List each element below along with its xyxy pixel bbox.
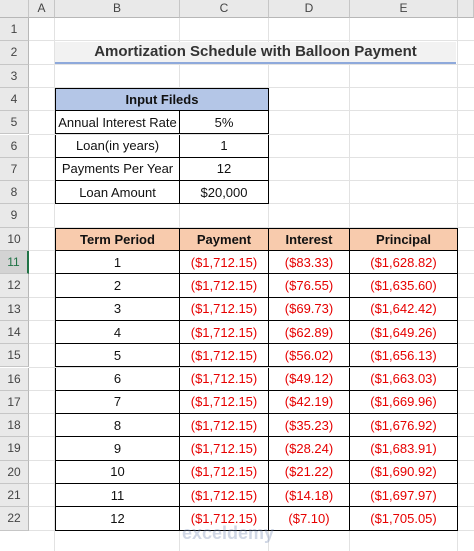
- row-header-5[interactable]: 5: [0, 111, 29, 135]
- payment-cell[interactable]: ($1,712.15): [180, 437, 269, 461]
- gridline-horizontal: [29, 226, 474, 228]
- row-header-11[interactable]: 11: [0, 251, 29, 275]
- gridline-vertical: [54, 18, 55, 551]
- principal-cell[interactable]: ($1,697.97): [350, 484, 458, 508]
- input-value[interactable]: 5%: [180, 111, 269, 135]
- term-period-cell[interactable]: 6: [55, 367, 180, 391]
- row-header-19[interactable]: 19: [0, 437, 29, 461]
- row-header-9[interactable]: 9: [0, 204, 29, 228]
- select-all-corner[interactable]: [0, 0, 29, 18]
- row-header-3[interactable]: 3: [0, 64, 29, 88]
- payment-cell[interactable]: ($1,712.15): [180, 251, 269, 275]
- column-header-d[interactable]: D: [269, 0, 350, 18]
- payment-cell[interactable]: ($1,712.15): [180, 367, 269, 391]
- row-header-1[interactable]: 1: [0, 18, 29, 42]
- gridline-horizontal: [29, 63, 474, 65]
- input-value[interactable]: 12: [180, 157, 269, 182]
- interest-cell[interactable]: ($28.24): [269, 437, 350, 461]
- row-header-18[interactable]: 18: [0, 414, 29, 438]
- payment-cell[interactable]: ($1,712.15): [180, 320, 269, 345]
- row-header-6[interactable]: 6: [0, 134, 29, 158]
- principal-cell[interactable]: ($1,635.60): [350, 274, 458, 298]
- interest-cell[interactable]: ($76.55): [269, 274, 350, 298]
- row-header-17[interactable]: 17: [0, 390, 29, 415]
- principal-cell[interactable]: ($1,669.96): [350, 390, 458, 415]
- schedule-header-term-period[interactable]: Term Period: [55, 227, 180, 251]
- interest-cell[interactable]: ($56.02): [269, 344, 350, 368]
- gridline-horizontal: [29, 86, 474, 88]
- principal-cell[interactable]: ($1,649.26): [350, 320, 458, 345]
- payment-cell[interactable]: ($1,712.15): [180, 344, 269, 368]
- interest-cell[interactable]: ($49.12): [269, 367, 350, 391]
- interest-cell[interactable]: ($21.22): [269, 460, 350, 484]
- interest-cell[interactable]: ($62.89): [269, 320, 350, 345]
- row-header-13[interactable]: 13: [0, 297, 29, 321]
- row-header-21[interactable]: 21: [0, 484, 29, 508]
- row-header-14[interactable]: 14: [0, 320, 29, 345]
- principal-cell[interactable]: ($1,628.82): [350, 251, 458, 275]
- principal-cell[interactable]: ($1,663.03): [350, 367, 458, 391]
- payment-cell[interactable]: ($1,712.15): [180, 507, 269, 531]
- input-value[interactable]: $20,000: [180, 181, 269, 205]
- interest-cell[interactable]: ($69.73): [269, 297, 350, 321]
- term-period-cell[interactable]: 3: [55, 297, 180, 321]
- term-period-cell[interactable]: 10: [55, 460, 180, 484]
- payment-cell[interactable]: ($1,712.15): [180, 484, 269, 508]
- input-label[interactable]: Loan Amount: [55, 181, 180, 205]
- payment-cell[interactable]: ($1,712.15): [180, 414, 269, 438]
- principal-cell[interactable]: ($1,690.92): [350, 460, 458, 484]
- term-period-cell[interactable]: 1: [55, 251, 180, 275]
- interest-cell[interactable]: ($14.18): [269, 484, 350, 508]
- column-header-b[interactable]: B: [55, 0, 180, 18]
- term-period-cell[interactable]: 2: [55, 274, 180, 298]
- column-header-e[interactable]: E: [350, 0, 458, 18]
- interest-cell[interactable]: ($42.19): [269, 390, 350, 415]
- row-header-12[interactable]: 12: [0, 274, 29, 298]
- term-period-cell[interactable]: 12: [55, 507, 180, 531]
- payment-cell[interactable]: ($1,712.15): [180, 297, 269, 321]
- principal-cell[interactable]: ($1,683.91): [350, 437, 458, 461]
- input-table-header[interactable]: Input Fileds: [55, 87, 269, 112]
- term-period-cell[interactable]: 5: [55, 344, 180, 368]
- interest-cell[interactable]: ($7.10): [269, 507, 350, 531]
- row-header-2[interactable]: 2: [0, 41, 29, 65]
- row-header-16[interactable]: 16: [0, 367, 29, 391]
- row-header-20[interactable]: 20: [0, 460, 29, 484]
- row-header-22[interactable]: 22: [0, 507, 29, 531]
- column-header-f[interactable]: [458, 0, 474, 18]
- input-label[interactable]: Annual Interest Rate: [55, 111, 180, 135]
- term-period-cell[interactable]: 4: [55, 320, 180, 345]
- principal-cell[interactable]: ($1,676.92): [350, 414, 458, 438]
- column-header-c[interactable]: C: [180, 0, 269, 18]
- term-period-cell[interactable]: 7: [55, 390, 180, 415]
- row-header-8[interactable]: 8: [0, 181, 29, 205]
- term-period-cell[interactable]: 8: [55, 414, 180, 438]
- schedule-header-payment[interactable]: Payment: [180, 227, 269, 251]
- input-value[interactable]: 1: [180, 134, 269, 158]
- schedule-header-interest[interactable]: Interest: [269, 227, 350, 251]
- payment-cell[interactable]: ($1,712.15): [180, 390, 269, 415]
- principal-cell[interactable]: ($1,642.42): [350, 297, 458, 321]
- principal-cell[interactable]: ($1,656.13): [350, 344, 458, 368]
- interest-cell[interactable]: ($83.33): [269, 251, 350, 275]
- row-header-15[interactable]: 15: [0, 344, 29, 368]
- row-header-4[interactable]: 4: [0, 87, 29, 112]
- payment-cell[interactable]: ($1,712.15): [180, 460, 269, 484]
- input-label[interactable]: Loan(in years): [55, 134, 180, 158]
- interest-cell[interactable]: ($35.23): [269, 414, 350, 438]
- column-header-a[interactable]: A: [29, 0, 55, 18]
- payment-cell[interactable]: ($1,712.15): [180, 274, 269, 298]
- sheet-title: Amortization Schedule with Balloon Payme…: [55, 42, 456, 64]
- principal-cell[interactable]: ($1,705.05): [350, 507, 458, 531]
- term-period-cell[interactable]: 9: [55, 437, 180, 461]
- input-label[interactable]: Payments Per Year: [55, 157, 180, 182]
- row-header-7[interactable]: 7: [0, 157, 29, 182]
- term-period-cell[interactable]: 11: [55, 484, 180, 508]
- row-header-10[interactable]: 10: [0, 227, 29, 251]
- schedule-header-principal[interactable]: Principal: [350, 227, 458, 251]
- gridline-horizontal: [29, 40, 474, 42]
